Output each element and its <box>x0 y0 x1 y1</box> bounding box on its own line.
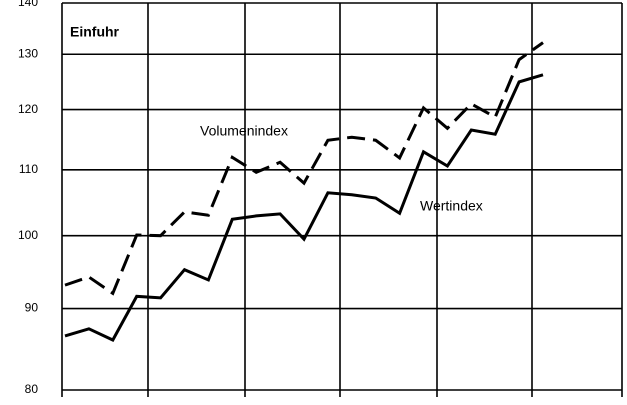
y-tick-label: 120 <box>18 102 38 116</box>
series-line <box>64 73 544 342</box>
title-box <box>64 18 142 48</box>
y-tick-label: 90 <box>25 301 39 315</box>
series-line <box>64 41 544 296</box>
y-tick-label: 80 <box>25 382 39 396</box>
chart-title: Einfuhr <box>70 24 120 40</box>
y-tick-label: 130 <box>18 46 38 60</box>
y-tick-label: 140 <box>18 0 38 9</box>
y-tick-label: 110 <box>19 162 38 176</box>
series-label: Volumenindex <box>200 123 288 139</box>
series-label: Wertindex <box>420 198 483 214</box>
vertical-grid <box>61 3 623 397</box>
y-tick-label: 100 <box>18 228 38 242</box>
